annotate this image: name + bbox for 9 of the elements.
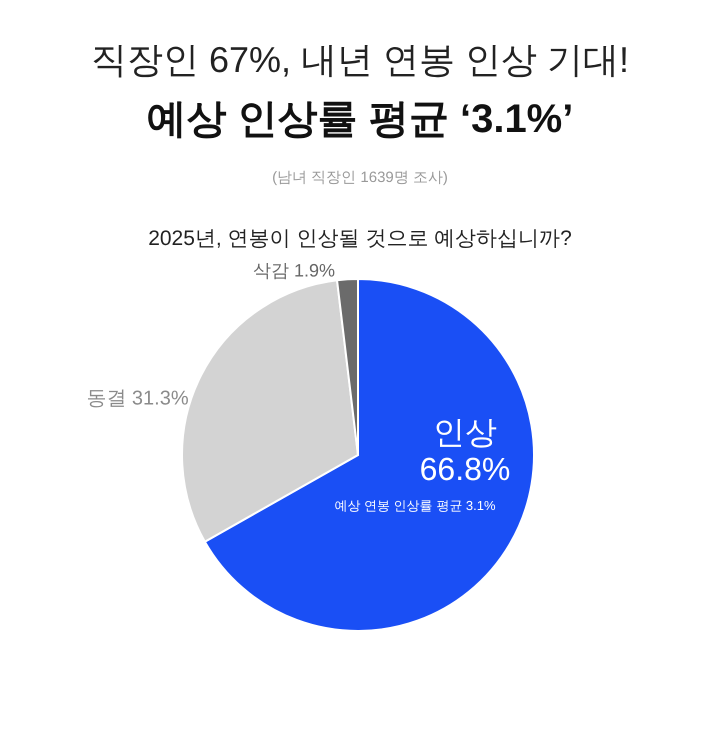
- chart-subtitle: 예상 인상률 평균 ‘3.1%’: [146, 97, 574, 141]
- chart-title: 직장인 67%, 내년 연봉 인상 기대!: [90, 39, 630, 80]
- slice-label: 삭감 1.9%: [252, 260, 336, 280]
- slice-label: 인상: [433, 414, 497, 450]
- text: 2025년, 연봉이 인상될 것으로 예상하십니까?: [148, 227, 572, 250]
- slice-label: 동결 31.3%: [86, 387, 189, 410]
- text: (남녀 직장인 1639명 조사): [272, 169, 448, 186]
- text: 예상 연봉 인상률 평균 3.1%: [334, 498, 496, 513]
- data-label: 66.8%: [420, 451, 510, 487]
